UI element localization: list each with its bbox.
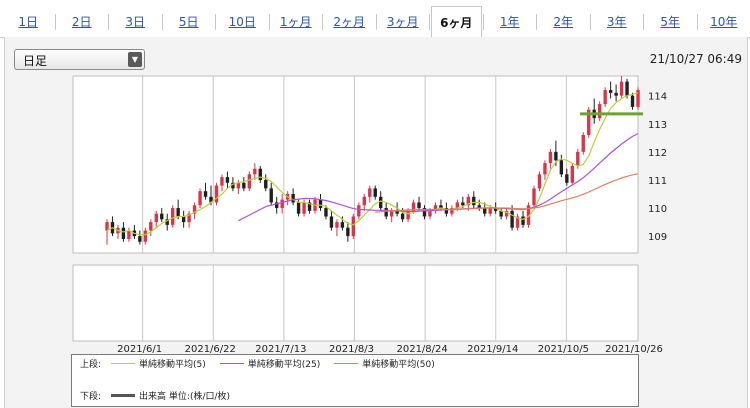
tab-separator — [536, 14, 537, 30]
legend-volume-label: 出来高 単位:(株/口/枚) — [139, 391, 231, 402]
tab-13[interactable]: 5年 — [660, 15, 681, 29]
legend-ma25-line — [219, 362, 244, 364]
legend-ma25-label: 単純移動平均(25) — [247, 359, 321, 370]
tab-10[interactable]: 1年 — [499, 15, 520, 29]
tab-separator — [161, 14, 163, 30]
tab-separator — [54, 14, 56, 30]
tab-separator — [322, 14, 323, 30]
tab-5[interactable]: 10日 — [228, 15, 256, 29]
tab-separator — [643, 14, 644, 30]
tab-separator — [589, 14, 591, 30]
legend-ma50: 単純移動平均(50) — [334, 357, 435, 370]
tab-separator — [268, 14, 270, 30]
tab-7[interactable]: 2ヶ月 — [333, 15, 366, 29]
legend-box: 上段: 単純移動平均(5) 単純移動平均(25) 単純移動平均(50) 下段: … — [71, 354, 639, 407]
tab-1[interactable]: 1日 — [18, 15, 39, 29]
tab-2[interactable]: 2日 — [71, 15, 92, 29]
tab-separator — [482, 14, 484, 30]
tab-14[interactable]: 10年 — [710, 15, 738, 29]
tab-11[interactable]: 2年 — [553, 15, 574, 29]
tab-separator — [108, 14, 109, 30]
candle-period-value: 日足 — [23, 54, 48, 68]
tab-4[interactable]: 5日 — [178, 15, 199, 29]
legend-ma50-label: 単純移動平均(50) — [362, 359, 435, 370]
period-tabbar: 1日 2日 3日 5日 10日 1ヶ月 2ヶ月 3ヶ月 6ヶ月 1年 2年 3年 5年 10年 — [0, 0, 750, 38]
legend-lower-label: 下段: — [80, 391, 102, 402]
tab-separator — [215, 14, 216, 30]
legend-upper-row: 上段: 単純移動平均(5) 単純移動平均(25) 単純移動平均(50) — [80, 357, 449, 370]
candle-period-select[interactable]: 日足 ▼ — [14, 49, 145, 70]
legend-upper-label: 上段: — [80, 359, 102, 370]
tab-8[interactable]: 3ヶ月 — [386, 15, 419, 29]
legend-ma25: 単純移動平均(25) — [219, 357, 321, 370]
legend-volume: 出来高 単位:(株/口/枚) — [111, 389, 230, 402]
legend-ma5: 単純移動平均(5) — [111, 357, 206, 370]
tab-12[interactable]: 3年 — [606, 15, 627, 29]
legend-ma5-label: 単純移動平均(5) — [139, 359, 206, 370]
timestamp: 21/10/27 06:49 — [649, 52, 742, 66]
dropdown-arrow-icon[interactable]: ▼ — [128, 52, 142, 67]
legend-lower-row: 下段: 出来高 単位:(株/口/枚) — [80, 389, 244, 402]
legend-ma50-line — [334, 362, 359, 364]
tab-3[interactable]: 3日 — [125, 15, 146, 29]
chart-panel — [4, 37, 748, 408]
tab-separator — [696, 14, 698, 30]
legend-volume-line — [111, 393, 136, 397]
tab-6[interactable]: 1ヶ月 — [279, 15, 312, 29]
tab-separator — [429, 14, 430, 30]
tab-separator — [375, 14, 377, 30]
legend-ma5-line — [111, 362, 136, 364]
tab-9[interactable]: 6ヶ月 — [431, 6, 482, 38]
